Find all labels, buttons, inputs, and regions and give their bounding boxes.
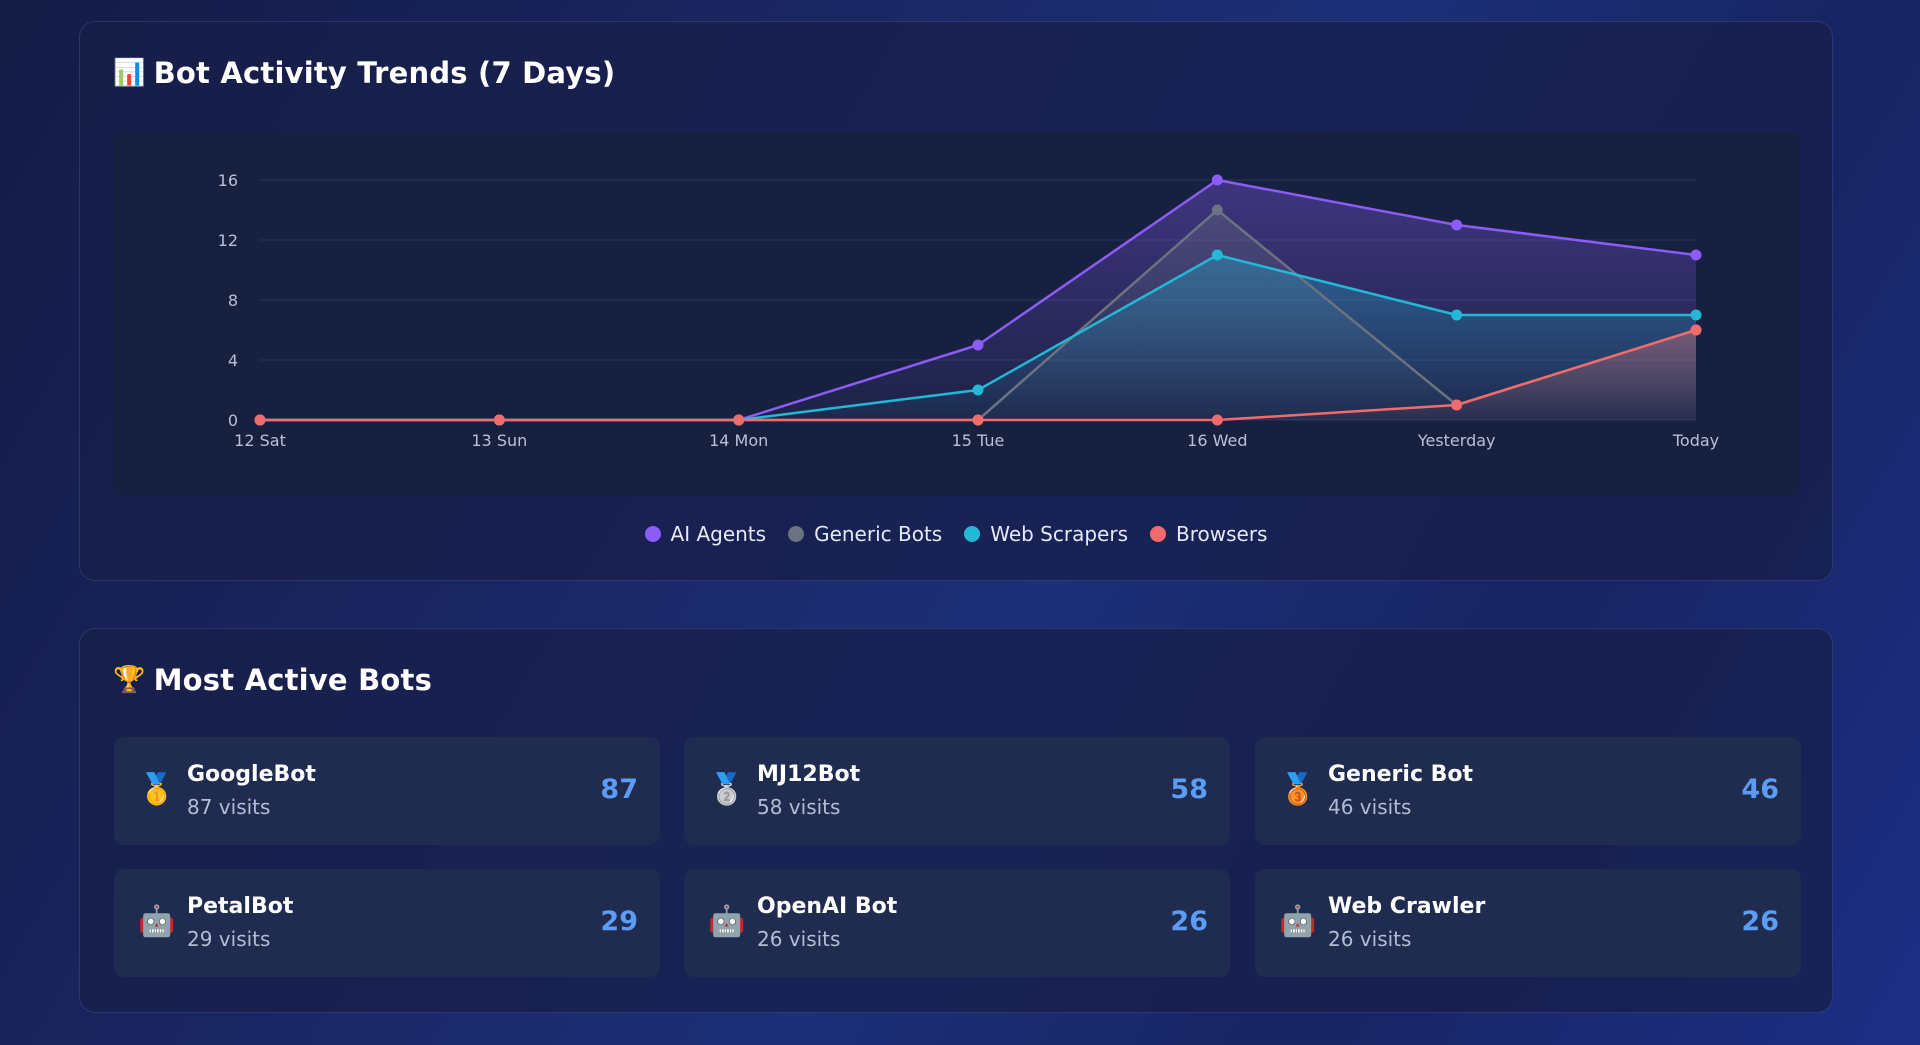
data-point-ai-agents	[1451, 219, 1463, 231]
bot-activity-chart-svg: 0 4 8 12 16 12 Sat 13 Sun 14 Mon 15 Tue 16 Wed Yes…	[218, 171, 1720, 450]
x-tick-label: 14 Mon	[709, 431, 768, 450]
legend-label: Generic Bots	[814, 522, 943, 546]
data-point-browsers	[733, 414, 745, 426]
data-point-web-scrapers	[1690, 309, 1702, 321]
bot-visit-count: 87	[600, 774, 638, 805]
bot-visits: 46 visits	[1328, 795, 1412, 819]
bot-activity-trends-title-text: Bot Activity Trends (7 Days)	[153, 56, 616, 90]
legend-swatch	[644, 526, 661, 542]
series-area-web-scrapers	[260, 255, 1696, 420]
legend-swatch	[964, 526, 981, 542]
most-active-bots-title: 🏆 Most Active Bots	[113, 663, 432, 697]
data-point-browsers	[1211, 414, 1223, 426]
legend-label: Web Scrapers	[990, 522, 1128, 546]
y-tick-label: 8	[228, 291, 238, 310]
y-tick-label: 0	[228, 411, 238, 430]
data-point-browsers	[254, 414, 266, 426]
data-point-ai-agents	[1211, 174, 1223, 186]
bot-visits: 87 visits	[187, 795, 271, 819]
bot-visit-count: 58	[1170, 774, 1208, 805]
gold-medal-icon: 🥇	[138, 772, 176, 807]
legend-swatch	[788, 526, 805, 542]
legend-item-generic-bots[interactable]: Generic Bots	[788, 522, 942, 546]
legend-item-browsers[interactable]: Browsers	[1150, 522, 1267, 546]
bot-name: Generic Bot	[1328, 762, 1474, 787]
bot-visits: 26 visits	[757, 927, 841, 951]
legend-label: AI Agents	[670, 522, 767, 546]
data-point-browsers	[1451, 399, 1463, 411]
data-point-browsers	[493, 414, 505, 426]
bot-visit-count: 26	[1741, 906, 1779, 937]
bot-name: OpenAI Bot	[757, 894, 898, 919]
bot-card[interactable]: 🥉 Generic Bot 46 visits 46	[1255, 737, 1801, 845]
robot-icon: 🤖	[708, 904, 746, 939]
bot-name: MJ12Bot	[757, 762, 861, 787]
bot-card[interactable]: 🥈 MJ12Bot 58 visits 58	[684, 737, 1230, 845]
data-point-browsers	[972, 414, 984, 426]
bronze-medal-icon: 🥉	[1279, 772, 1317, 807]
bot-card[interactable]: 🥇 GoogleBot 87 visits 87	[114, 737, 660, 845]
x-tick-label: 16 Wed	[1187, 431, 1247, 450]
bot-visits: 58 visits	[757, 795, 841, 819]
most-active-bots-panel: 🏆 Most Active Bots 🥇 GoogleBot 87 visits 87…	[79, 628, 1833, 1013]
bot-name: GoogleBot	[187, 762, 316, 787]
bot-name: Web Crawler	[1328, 894, 1486, 919]
legend-label: Browsers	[1176, 522, 1268, 546]
trophy-icon: 🏆	[113, 665, 146, 695]
series-area-browsers	[260, 330, 1696, 420]
bot-visits: 26 visits	[1328, 927, 1412, 951]
bot-name: PetalBot	[187, 894, 294, 919]
silver-medal-icon: 🥈	[708, 772, 746, 807]
y-tick-label: 16	[218, 171, 238, 190]
bot-activity-trends-panel: 📊 Bot Activity Trends (7 Days) 0 4 8 12 16 12…	[79, 21, 1833, 581]
data-point-ai-agents	[1690, 249, 1702, 261]
bot-visit-count: 46	[1741, 774, 1779, 805]
most-active-bots-title-text: Most Active Bots	[153, 663, 433, 697]
data-point-web-scrapers	[972, 384, 984, 396]
data-point-ai-agents	[972, 339, 984, 351]
legend-swatch	[1150, 526, 1166, 542]
bot-visit-count: 26	[1170, 906, 1208, 937]
bar-chart-icon: 📊	[113, 58, 146, 88]
bot-card[interactable]: 🤖 OpenAI Bot 26 visits 26	[684, 869, 1230, 977]
legend-item-ai-agents[interactable]: AI Agents	[644, 522, 767, 546]
legend-item-web-scrapers[interactable]: Web Scrapers	[964, 522, 1128, 546]
bot-card[interactable]: 🤖 PetalBot 29 visits 29	[114, 869, 660, 977]
bot-visit-count: 29	[600, 906, 638, 937]
x-tick-label: 15 Tue	[952, 431, 1005, 450]
robot-icon: 🤖	[138, 904, 176, 939]
x-tick-label: Today	[1672, 431, 1719, 450]
bot-activity-chart: 0 4 8 12 16 12 Sat 13 Sun 14 Mon 15 Tue 16 Wed Yes…	[114, 132, 1800, 496]
x-tick-label: Yesterday	[1417, 431, 1496, 450]
y-tick-label: 4	[228, 351, 238, 370]
robot-icon: 🤖	[1279, 904, 1317, 939]
bot-activity-trends-title: 📊 Bot Activity Trends (7 Days)	[113, 56, 615, 90]
x-tick-label: 12 Sat	[234, 431, 286, 450]
data-point-browsers	[1690, 324, 1702, 336]
data-point-generic-bots	[1211, 204, 1223, 216]
y-tick-label: 12	[218, 231, 238, 250]
chart-legend: AI Agents Generic Bots Web Scrapers Browser…	[80, 522, 1832, 546]
x-tick-label: 13 Sun	[471, 431, 527, 450]
bot-visits: 29 visits	[187, 927, 271, 951]
data-point-web-scrapers	[1451, 309, 1463, 321]
bot-card[interactable]: 🤖 Web Crawler 26 visits 26	[1255, 869, 1801, 977]
data-point-web-scrapers	[1211, 249, 1223, 261]
